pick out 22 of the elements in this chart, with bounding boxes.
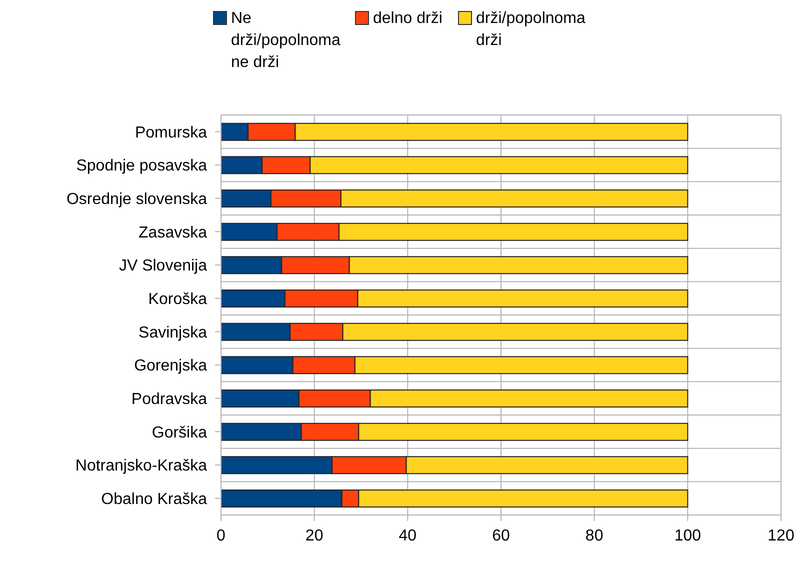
y-tick-label: Pomurska bbox=[134, 124, 208, 142]
y-tick-label: Osrednje slovenska bbox=[66, 191, 208, 208]
y-tick-label: JV Slovenija bbox=[118, 258, 208, 275]
legend-label: drži/popolnoma drži bbox=[476, 9, 586, 51]
y-tick-label: Goršika bbox=[152, 424, 208, 442]
x-tick-label: 120 bbox=[768, 527, 794, 544]
x-tick-label: 20 bbox=[305, 527, 324, 544]
y-tick-label: Koroška bbox=[148, 291, 208, 308]
x-tick-label: 0 bbox=[216, 527, 226, 544]
y-tick-label: Obalno Kraška bbox=[101, 491, 208, 508]
x-tick-label: 100 bbox=[674, 527, 702, 544]
x-tick-label: 60 bbox=[492, 527, 510, 544]
y-tick-label: Podravska bbox=[131, 391, 208, 408]
y-tick-label: Gorenjska bbox=[134, 358, 208, 375]
legend-label: Ne drži/popolnoma ne drži bbox=[231, 9, 342, 73]
y-tick-label: Zasavska bbox=[138, 224, 208, 242]
y-tick-label: Notranjsko-Kraška bbox=[75, 458, 208, 475]
legend-label: delno drži bbox=[373, 9, 444, 29]
x-tick-label: 80 bbox=[585, 527, 604, 544]
y-tick-label: Savinjska bbox=[138, 324, 208, 342]
y-tick-label: Spodnje posavska bbox=[76, 158, 208, 175]
x-tick-label: 40 bbox=[398, 527, 417, 544]
